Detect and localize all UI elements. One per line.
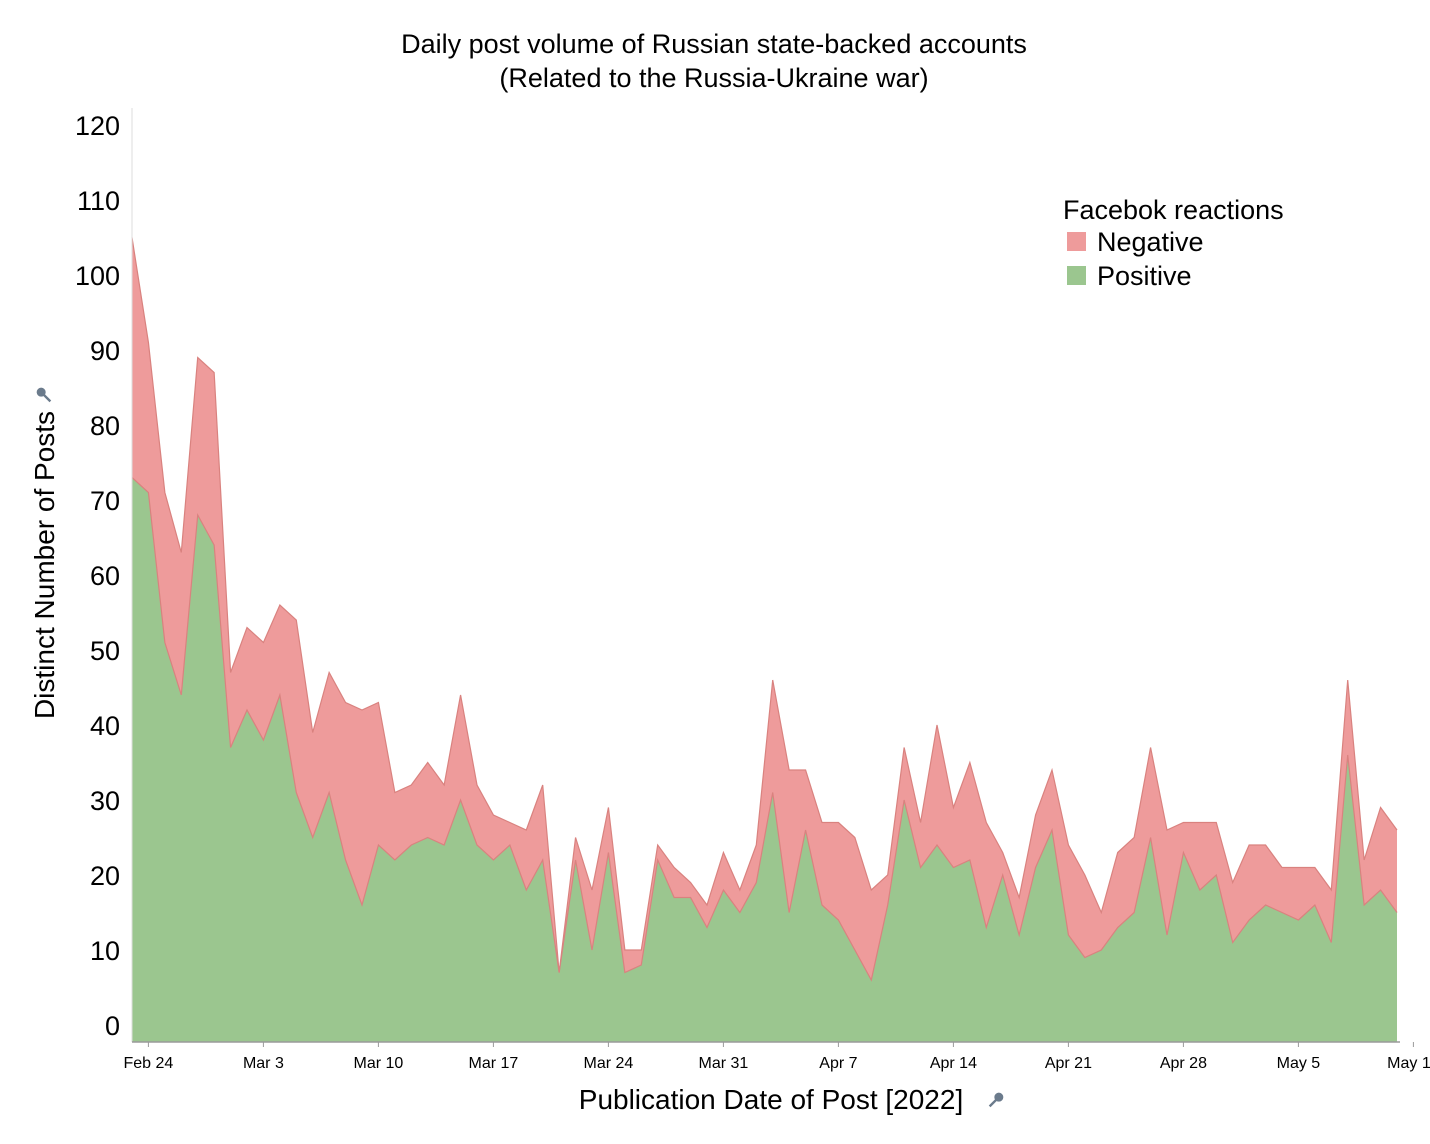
y-tick-label: 70	[90, 486, 120, 516]
legend-label-negative: Negative	[1097, 227, 1204, 257]
y-tick-labels: 0 10 20 30 40 50 60 70 80 90 100 110 120	[75, 111, 120, 1041]
area-positive	[132, 477, 1397, 1042]
x-tick-labels: Feb 24 Mar 3 Mar 10 Mar 17 Mar 24 Mar 31 Apr 7…	[123, 1042, 1430, 1072]
x-axis-pin-icon[interactable]	[986, 1091, 1005, 1110]
legend-label-positive: Positive	[1097, 261, 1192, 291]
y-tick-label: 10	[90, 936, 120, 966]
line-positive	[131, 477, 1398, 982]
axes-layer	[131, 108, 1400, 1043]
chart-subtitle: (Related to the Russia-Ukraine war)	[499, 63, 928, 93]
x-tick-label: Apr 21	[1045, 1055, 1092, 1072]
y-tick-label: 40	[90, 711, 120, 741]
y-tick-label: 20	[90, 861, 120, 891]
x-tick-label: Feb 24	[123, 1055, 173, 1072]
legend-entries: Negative Positive	[1067, 227, 1204, 291]
chart-title: Daily post volume of Russian state-backe…	[401, 29, 1027, 59]
line-total	[131, 237, 1398, 973]
x-tick-label: May 12	[1387, 1055, 1430, 1072]
legend: Facebok reactions Negative Positive	[1063, 195, 1284, 291]
x-tick-label: Mar 24	[584, 1055, 634, 1072]
x-tick-label: Mar 17	[469, 1055, 519, 1072]
area-layer	[131, 237, 1398, 1042]
y-tick-label: 90	[90, 336, 120, 366]
x-tick-label: May 5	[1277, 1055, 1321, 1072]
y-tick-label: 80	[90, 411, 120, 441]
y-tick-label: 100	[75, 261, 120, 291]
y-tick-label: 120	[75, 111, 120, 141]
x-tick-label: Apr 14	[930, 1055, 977, 1072]
x-tick-label: Mar 10	[354, 1055, 404, 1072]
legend-title: Facebok reactions	[1063, 195, 1284, 225]
y-tick-label: 60	[90, 561, 120, 591]
y-axis-title: Distinct Number of Posts	[29, 411, 60, 719]
y-tick-label: 30	[90, 786, 120, 816]
x-tick-label: Mar 31	[699, 1055, 749, 1072]
x-tick-label: Mar 3	[243, 1055, 284, 1072]
y-tick-label: 0	[105, 1011, 120, 1041]
x-axis-title: Publication Date of Post [2022]	[579, 1084, 963, 1115]
y-axis-title-group: Distinct Number of Posts	[29, 411, 60, 719]
y-tick-label: 50	[90, 636, 120, 666]
x-tick-label: Apr 7	[819, 1055, 857, 1072]
area-negative	[132, 237, 1397, 980]
y-tick-label: 110	[77, 186, 120, 216]
legend-swatch-negative	[1067, 232, 1086, 251]
x-tick-label: Apr 28	[1160, 1055, 1207, 1072]
y-axis-pin-icon[interactable]	[35, 386, 54, 405]
legend-swatch-positive	[1067, 266, 1086, 285]
